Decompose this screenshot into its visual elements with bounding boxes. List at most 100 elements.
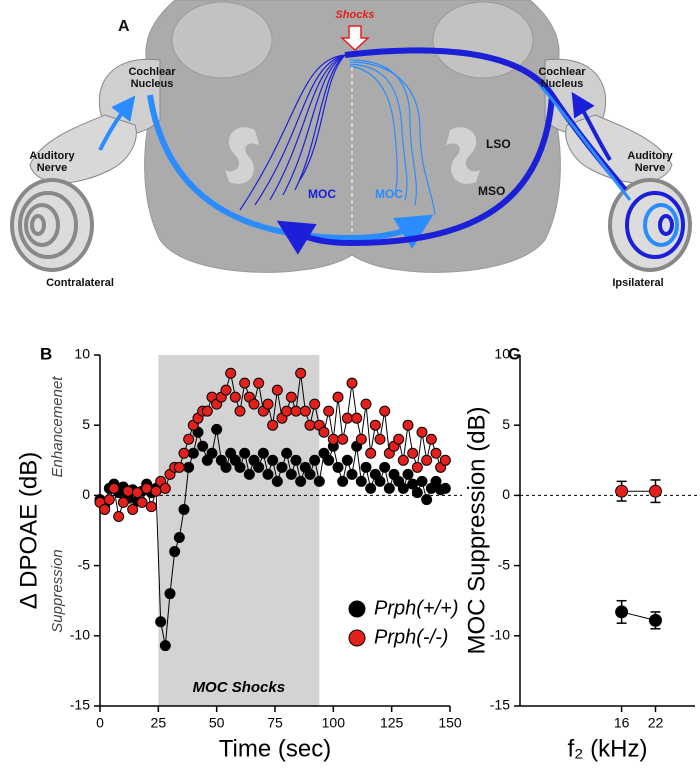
legend-label: Prph(-/-) xyxy=(374,626,448,648)
data-point xyxy=(155,616,167,628)
y-tick-label: 0 xyxy=(502,486,510,502)
data-point xyxy=(257,447,269,459)
data-point xyxy=(108,482,120,494)
cochlear-nucleus-label: Cochlear xyxy=(128,66,176,78)
auditory-nerve-label: Auditory xyxy=(29,150,75,162)
data-point xyxy=(346,468,358,480)
lso-shape xyxy=(225,127,259,184)
data-point xyxy=(290,405,302,417)
moc-fibers-light xyxy=(349,59,436,216)
data-point xyxy=(229,391,241,403)
x-axis-label: Time (sec) xyxy=(219,735,331,762)
data-point xyxy=(402,468,414,480)
data-point xyxy=(159,482,171,494)
x-tick-label: 150 xyxy=(438,715,462,731)
data-point xyxy=(178,447,190,459)
data-point xyxy=(323,454,335,466)
data-point xyxy=(281,405,293,417)
data-point xyxy=(248,398,260,410)
data-point xyxy=(262,398,274,410)
data-point xyxy=(337,433,349,445)
panel-label: B xyxy=(40,344,52,363)
data-point xyxy=(355,433,367,445)
shocks-arrow xyxy=(340,25,370,52)
data-point xyxy=(360,398,372,410)
data-point xyxy=(369,419,381,431)
data-point xyxy=(220,384,232,396)
moc-label: MOC xyxy=(375,187,403,201)
data-point xyxy=(648,613,662,627)
data-point xyxy=(355,475,367,487)
legend-marker xyxy=(348,629,366,647)
y-axis-label: Δ DPOAE (dB) xyxy=(15,452,42,609)
data-point xyxy=(332,461,344,473)
data-point xyxy=(411,487,423,499)
data-point xyxy=(332,391,344,403)
data-point xyxy=(397,454,409,466)
data-point xyxy=(648,484,662,498)
data-point xyxy=(337,475,349,487)
data-point xyxy=(439,482,451,494)
x-tick-label: 125 xyxy=(380,715,404,731)
data-point xyxy=(183,433,195,445)
data-point xyxy=(253,461,265,473)
data-point xyxy=(164,588,176,600)
data-point xyxy=(393,433,405,445)
data-point xyxy=(379,405,391,417)
data-point xyxy=(253,377,265,389)
data-point xyxy=(341,454,353,466)
cochlea-left xyxy=(10,178,94,272)
cochlear-nucleus-label: Nucleus xyxy=(131,78,174,90)
data-point xyxy=(416,475,428,487)
x-axis-label: f₂ (kHz) xyxy=(568,735,648,762)
data-point xyxy=(290,454,302,466)
legend-label: Prph(+/+) xyxy=(374,597,458,619)
data-point xyxy=(271,475,283,487)
data-point xyxy=(141,482,153,494)
data-point xyxy=(201,405,213,417)
data-point xyxy=(206,447,218,459)
y-tick-label: 5 xyxy=(82,416,90,432)
data-point xyxy=(183,461,195,473)
data-point xyxy=(145,501,157,513)
x-tick-label: 22 xyxy=(648,715,664,731)
data-point xyxy=(360,461,372,473)
data-point xyxy=(173,532,185,544)
x-tick-label: 0 xyxy=(96,715,104,731)
data-point xyxy=(425,433,437,445)
data-point xyxy=(211,423,223,435)
data-point xyxy=(122,485,134,497)
data-point xyxy=(407,447,419,459)
data-point xyxy=(99,503,111,515)
annotation: Suppression xyxy=(49,549,66,632)
data-point xyxy=(421,494,433,506)
data-point xyxy=(397,482,409,494)
data-point xyxy=(127,503,139,515)
data-point xyxy=(374,433,386,445)
pathway-dark xyxy=(276,94,555,255)
nucleus-label: MSO xyxy=(478,184,505,198)
annotation: Enhancemenet xyxy=(49,376,66,478)
data-point xyxy=(374,475,386,487)
data-point xyxy=(178,503,190,515)
data-point xyxy=(197,440,209,452)
data-point xyxy=(276,461,288,473)
arrow-left xyxy=(98,95,136,151)
arrow-right xyxy=(571,91,612,162)
data-point xyxy=(379,461,391,473)
data-point xyxy=(187,447,199,459)
y-tick-label: -10 xyxy=(70,627,90,643)
x-tick-label: 25 xyxy=(151,715,167,731)
shaded-label: MOC Shocks xyxy=(193,679,286,696)
data-point xyxy=(615,605,629,619)
data-point xyxy=(351,412,363,424)
data-point xyxy=(150,485,162,497)
lobe xyxy=(171,1,273,79)
data-point xyxy=(416,426,428,438)
moc-fibers-dark xyxy=(239,54,346,211)
data-point xyxy=(323,405,335,417)
data-point xyxy=(243,468,255,480)
data-point xyxy=(411,461,423,473)
